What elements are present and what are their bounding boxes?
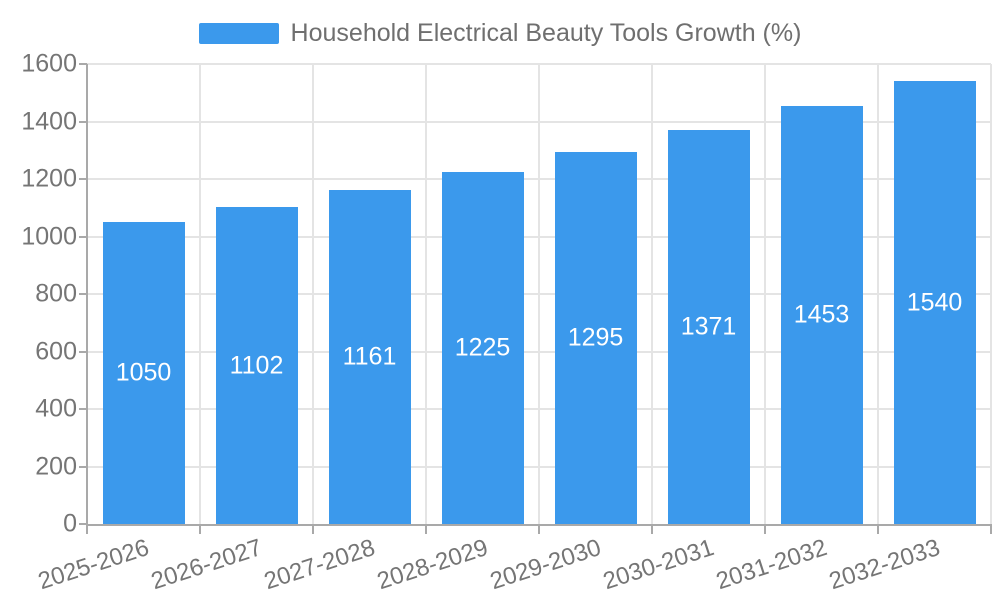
bar-value-label: 1371: [680, 312, 737, 341]
bar-value-label: 1102: [229, 351, 284, 380]
bar[interactable]: [102, 222, 185, 524]
bar-value-label: 1540: [906, 288, 963, 317]
bar[interactable]: [667, 129, 750, 524]
bar[interactable]: [780, 106, 863, 524]
bar[interactable]: [441, 171, 524, 524]
y-axis-tick-label: 1600: [21, 49, 77, 78]
y-axis-tick-label: 800: [35, 279, 77, 308]
x-axis-tick: [877, 524, 879, 534]
x-axis-tick: [764, 524, 766, 534]
x-axis-line: [86, 524, 992, 526]
grid-line-vertical: [764, 64, 766, 524]
y-axis-tick: [79, 235, 87, 238]
bar[interactable]: [215, 207, 298, 524]
grid-line-vertical: [538, 64, 540, 524]
x-axis-tick: [425, 524, 427, 534]
y-axis-line: [86, 64, 88, 526]
y-axis-tick: [79, 120, 87, 123]
y-axis-tick-label: 600: [35, 337, 77, 365]
x-axis-tick: [651, 524, 653, 534]
bar[interactable]: [554, 151, 637, 524]
grid-line-vertical: [651, 64, 653, 524]
grid-line-vertical: [425, 64, 427, 524]
grid-line-vertical: [877, 64, 879, 524]
grid-line-vertical: [990, 64, 992, 524]
grid-line-vertical: [312, 64, 314, 524]
y-axis-tick-label: 1000: [21, 222, 77, 250]
legend-swatch: [198, 22, 279, 44]
x-axis-tick: [312, 524, 314, 534]
y-axis-tick-label: 400: [35, 394, 77, 423]
x-axis-tick: [199, 524, 201, 534]
y-axis-tick-label: 1400: [21, 107, 77, 135]
bar-value-label: 1295: [567, 323, 624, 352]
legend[interactable]: Household Electrical Beauty Tools Growth…: [0, 18, 1000, 48]
bar-value-label: 1050: [115, 358, 172, 387]
x-axis-tick: [86, 524, 88, 534]
y-axis-tick: [79, 408, 87, 410]
y-axis-tick-label: 0: [63, 509, 77, 538]
y-axis-tick: [79, 465, 87, 468]
bar-value-label: 1161: [342, 342, 397, 371]
x-axis-tick: [538, 524, 540, 534]
y-axis-tick-label: 1200: [21, 164, 77, 193]
legend-label: Household Electrical Beauty Tools Growth…: [290, 18, 802, 47]
y-axis-tick: [79, 523, 87, 525]
y-axis-tick: [79, 63, 87, 65]
bar[interactable]: [328, 190, 411, 524]
y-axis-tick: [79, 293, 87, 295]
y-axis-tick: [79, 178, 87, 180]
y-axis-tick: [79, 350, 87, 353]
grid-line-vertical: [199, 64, 201, 524]
bar-value-label: 1225: [454, 333, 511, 362]
bar[interactable]: [893, 81, 976, 524]
y-axis-tick-label: 200: [35, 452, 77, 480]
bar-value-label: 1453: [793, 300, 850, 329]
x-axis-tick: [990, 524, 992, 534]
